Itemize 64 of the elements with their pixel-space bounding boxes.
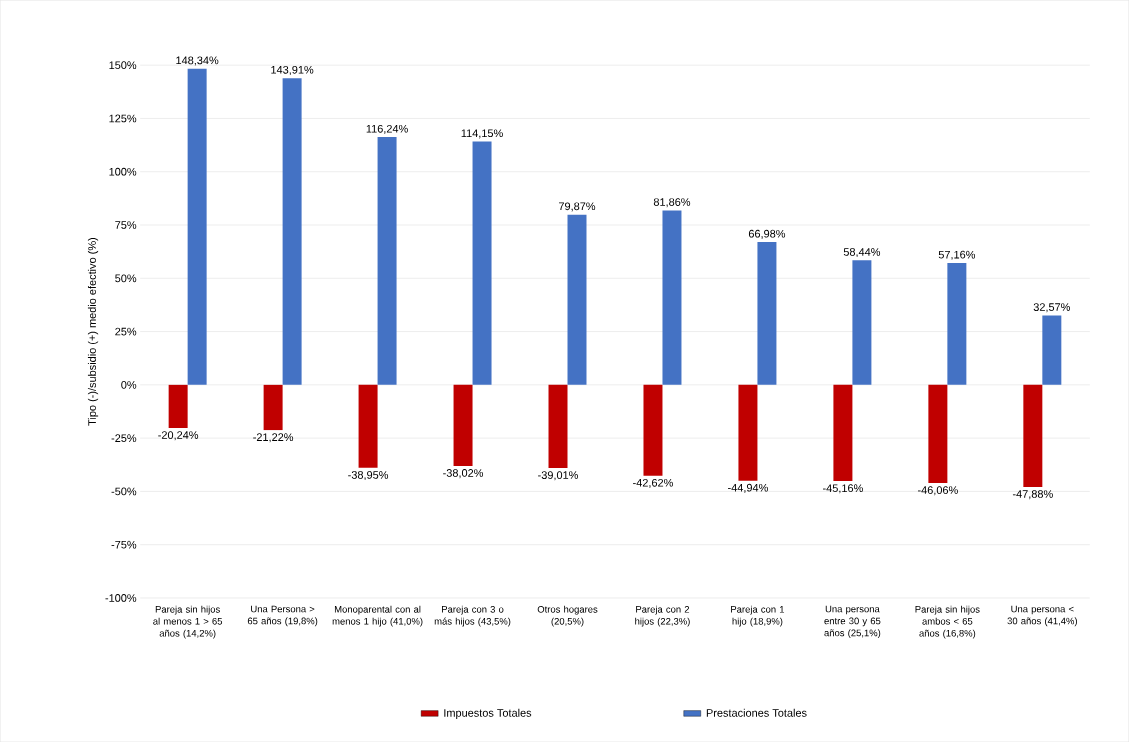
data-label: -38,95%	[348, 471, 389, 481]
data-label: -46,06%	[917, 486, 958, 496]
y-axis-title: Tipo (-)/subsidio (+) medio efectivo (%)	[87, 237, 99, 426]
x-tick-label: Una persona < 30 años (41,4%)	[1007, 605, 1077, 627]
bar	[738, 384, 758, 481]
bar	[358, 384, 378, 468]
data-label: -39,01%	[538, 471, 579, 481]
bar	[453, 384, 473, 466]
y-tick-label: 150%	[109, 61, 137, 69]
data-label: 79,87%	[558, 202, 596, 212]
bar	[1023, 384, 1043, 487]
bar	[643, 384, 663, 476]
bar	[567, 214, 587, 385]
data-label: -44,94%	[728, 483, 768, 493]
y-tick-label: 0%	[121, 380, 137, 389]
data-label: -45,16%	[822, 484, 863, 494]
y-tick-label: -75%	[111, 540, 137, 549]
legend-label: Impuestos Totales	[444, 708, 532, 719]
y-tick-label: -100%	[105, 594, 137, 602]
x-tick-label: Una persona entre 30 y 65 años (25,1%)	[824, 605, 881, 639]
bar	[263, 384, 283, 431]
bar	[548, 384, 568, 468]
y-tick-label: 50%	[115, 274, 137, 283]
bar	[168, 384, 188, 428]
data-label: -42,62%	[633, 478, 673, 488]
data-label: 66,98%	[748, 229, 786, 239]
legend-label: Prestaciones Totales	[706, 708, 807, 717]
y-tick-label: -50%	[111, 487, 137, 496]
bar	[377, 137, 397, 385]
x-tick-label: Pareja con 3 o más hijos (43,5%)	[434, 605, 511, 627]
y-tick-label: 125%	[109, 114, 137, 123]
data-label: 143,91%	[271, 65, 314, 75]
x-tick-label: Pareja sin hijos ambos < 65 años (16,8%)	[915, 605, 980, 639]
data-label: 81,86%	[653, 198, 691, 208]
data-label: 57,16%	[938, 250, 976, 260]
x-tick-label: Una Persona > 65 años (19,8%)	[247, 605, 318, 627]
x-tick-label: Pareja sin hijos al menos 1 > 65 años (14,2%)	[153, 605, 223, 639]
bar	[947, 262, 967, 385]
bar	[187, 68, 207, 385]
bar	[757, 242, 777, 385]
y-tick-label: 100%	[109, 167, 137, 176]
data-label: 32,57%	[1033, 303, 1071, 313]
bar	[833, 384, 853, 482]
bar	[928, 384, 948, 483]
bar	[282, 78, 302, 385]
data-label: -47,88%	[1012, 490, 1053, 500]
bar	[1042, 315, 1062, 385]
data-label: 148,34%	[176, 56, 219, 66]
data-label: -21,22%	[253, 433, 294, 443]
y-tick-label: 75%	[115, 221, 137, 229]
bar	[852, 260, 872, 385]
data-label: -20,24%	[158, 431, 199, 441]
data-label: 58,44%	[843, 248, 881, 258]
x-tick-label: Monoparental con al menos 1 hijo (41,0%)	[332, 605, 423, 627]
data-label: 116,24%	[366, 124, 408, 134]
x-tick-label: Pareja con 1 hijo (18,9%)	[731, 605, 785, 627]
y-tick-label: 25%	[115, 327, 137, 336]
bar	[472, 141, 492, 385]
data-label: 114,15%	[461, 129, 503, 139]
x-tick-label: Otros hogares (20,5%)	[537, 605, 598, 627]
x-tick-label: Pareja con 2 hijos (22,3%)	[635, 605, 690, 627]
data-label: -38,02%	[443, 469, 484, 479]
bar	[662, 210, 682, 385]
y-tick-label: -25%	[111, 434, 137, 442]
